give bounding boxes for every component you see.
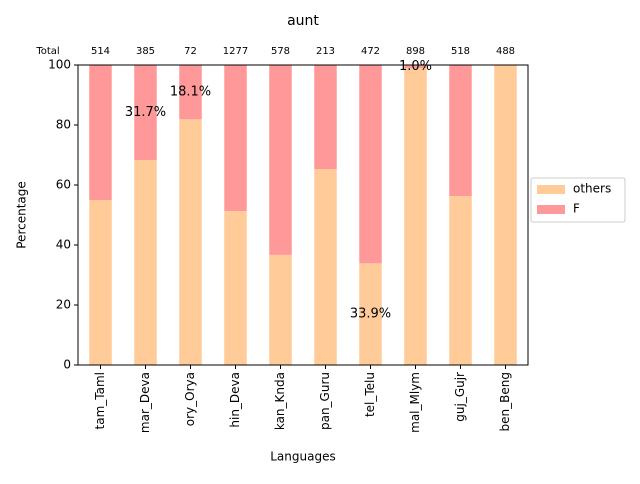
bar-segment	[494, 65, 517, 365]
value-label: 33.9%	[350, 307, 391, 322]
total-label: 518	[451, 46, 470, 57]
bar-segment	[449, 65, 472, 197]
x-tick-label: kan_Knda	[273, 372, 287, 430]
legend-swatch	[537, 185, 565, 194]
y-tick-label: 100	[48, 58, 71, 72]
bar-segment	[269, 254, 292, 365]
bar-segment	[89, 65, 112, 200]
bar-segment	[314, 65, 337, 170]
bar-segment	[359, 263, 382, 365]
bar-segment	[134, 160, 157, 365]
bar-segment	[404, 68, 427, 365]
bar-segment	[449, 196, 472, 365]
y-tick-label: 20	[56, 298, 71, 312]
y-tick-label: 40	[56, 238, 71, 252]
total-label: 213	[316, 46, 335, 57]
bar-segment	[314, 169, 337, 365]
value-label: 18.1%	[170, 85, 211, 100]
x-tick-label: tel_Telu	[363, 372, 377, 417]
x-tick-label: ben_Beng	[498, 372, 512, 431]
axes-frame	[77, 64, 529, 366]
totals-label: Total	[35, 46, 59, 57]
bar-segment	[224, 65, 247, 212]
bar-segment	[179, 65, 202, 120]
x-axis-label: Languages	[270, 450, 335, 464]
total-label: 1277	[223, 46, 248, 57]
bar-segment	[134, 65, 157, 161]
total-label: 514	[91, 46, 110, 57]
total-label: 578	[271, 46, 290, 57]
value-label: 1.0%	[399, 59, 432, 74]
x-tick-label: mar_Deva	[138, 372, 152, 433]
total-label: 72	[184, 46, 197, 57]
value-label: 31.7%	[125, 105, 166, 120]
legend-label: others	[573, 182, 611, 196]
x-tick-label: hin_Deva	[228, 372, 242, 428]
legend-label: F	[573, 202, 580, 216]
x-tick-label: mal_Mlym	[408, 372, 422, 433]
bar-segment	[89, 200, 112, 365]
x-tick-label: ory_Orya	[183, 372, 197, 426]
total-label: 488	[496, 46, 515, 57]
y-tick-label: 0	[63, 358, 71, 372]
bar-segment	[359, 65, 382, 264]
total-label: 472	[361, 46, 380, 57]
x-tick-label: pan_Guru	[318, 372, 332, 430]
bar-segment	[224, 211, 247, 365]
bar-segment	[404, 65, 427, 68]
y-axis-label: Percentage	[15, 181, 29, 249]
total-label: 898	[406, 46, 425, 57]
bar-segment	[179, 119, 202, 365]
legend-swatch	[537, 205, 565, 214]
x-tick-label: tam_Taml	[93, 372, 107, 429]
total-label: 385	[136, 46, 155, 57]
y-tick-label: 80	[56, 118, 71, 132]
y-tick-label: 60	[56, 178, 71, 192]
bar-segment	[269, 65, 292, 255]
chart-title: aunt	[287, 13, 319, 29]
x-tick-label: guj_Gujr	[453, 372, 467, 422]
